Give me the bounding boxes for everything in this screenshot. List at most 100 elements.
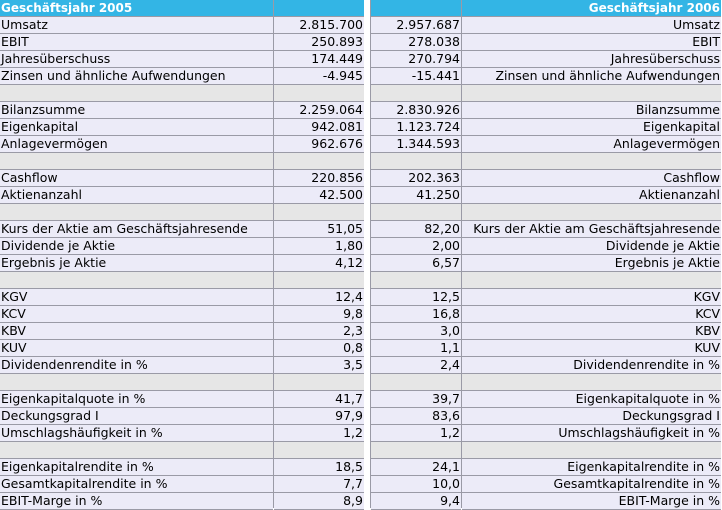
- empty-cell[interactable]: [462, 374, 721, 391]
- row-label-2006[interactable]: Dividendenrendite in %: [462, 357, 721, 374]
- row-label-2005[interactable]: Dividendenrendite in %: [0, 357, 273, 374]
- row-label-2006[interactable]: Kurs der Aktie am Geschäftsjahresende: [462, 221, 721, 238]
- row-label-2005[interactable]: Deckungsgrad I: [0, 408, 273, 425]
- row-label-2006[interactable]: Eigenkapital: [462, 119, 721, 136]
- row-label-2005[interactable]: Jahresüberschuss: [0, 51, 273, 68]
- value-2006[interactable]: 82,20: [371, 221, 461, 238]
- value-2006[interactable]: 83,6: [371, 408, 461, 425]
- value-2006[interactable]: 9,4: [371, 493, 461, 510]
- value-2005[interactable]: 962.676: [274, 136, 364, 153]
- row-label-2005[interactable]: Ergebnis je Aktie: [0, 255, 273, 272]
- value-2006[interactable]: 1,1: [371, 340, 461, 357]
- row-label-2006[interactable]: KBV: [462, 323, 721, 340]
- row-label-2006[interactable]: Zinsen und ähnliche Aufwendungen: [462, 68, 721, 85]
- empty-cell[interactable]: [371, 374, 461, 391]
- value-2005[interactable]: 12,4: [274, 289, 364, 306]
- value-2005[interactable]: 1,2: [274, 425, 364, 442]
- row-label-2005[interactable]: Anlagevermögen: [0, 136, 273, 153]
- empty-cell[interactable]: [274, 374, 364, 391]
- value-2006[interactable]: 10,0: [371, 476, 461, 493]
- row-label-2006[interactable]: KGV: [462, 289, 721, 306]
- value-2006[interactable]: 202.363: [371, 170, 461, 187]
- value-2006[interactable]: 270.794: [371, 51, 461, 68]
- value-2005[interactable]: 1,80: [274, 238, 364, 255]
- empty-cell[interactable]: [274, 85, 364, 102]
- value-2006[interactable]: 2,00: [371, 238, 461, 255]
- row-label-2005[interactable]: EBIT-Marge in %: [0, 493, 273, 510]
- header-title-2006[interactable]: Geschäftsjahr 2006: [462, 0, 721, 17]
- value-2005[interactable]: 250.893: [274, 34, 364, 51]
- row-label-2005[interactable]: KGV: [0, 289, 273, 306]
- row-label-2005[interactable]: Eigenkapital: [0, 119, 273, 136]
- empty-cell[interactable]: [274, 442, 364, 459]
- row-label-2006[interactable]: Eigenkapitalquote in %: [462, 391, 721, 408]
- value-2006[interactable]: -15.441: [371, 68, 461, 85]
- value-2005[interactable]: 41,7: [274, 391, 364, 408]
- empty-cell[interactable]: [274, 153, 364, 170]
- empty-cell[interactable]: [371, 153, 461, 170]
- row-label-2005[interactable]: Kurs der Aktie am Geschäftsjahresende: [0, 221, 273, 238]
- row-label-2006[interactable]: Anlagevermögen: [462, 136, 721, 153]
- row-label-2005[interactable]: EBIT: [0, 34, 273, 51]
- row-label-2006[interactable]: Dividende je Aktie: [462, 238, 721, 255]
- value-2005[interactable]: 9,8: [274, 306, 364, 323]
- row-label-2005[interactable]: Bilanzsumme: [0, 102, 273, 119]
- empty-cell[interactable]: [0, 85, 273, 102]
- header-cell-blank[interactable]: [371, 0, 461, 17]
- row-label-2005[interactable]: Eigenkapitalrendite in %: [0, 459, 273, 476]
- row-label-2006[interactable]: Aktienanzahl: [462, 187, 721, 204]
- empty-cell[interactable]: [274, 204, 364, 221]
- value-2006[interactable]: 2.830.926: [371, 102, 461, 119]
- value-2005[interactable]: -4.945: [274, 68, 364, 85]
- row-label-2006[interactable]: Deckungsgrad I: [462, 408, 721, 425]
- empty-cell[interactable]: [0, 442, 273, 459]
- value-2006[interactable]: 6,57: [371, 255, 461, 272]
- value-2006[interactable]: 24,1: [371, 459, 461, 476]
- value-2005[interactable]: 2,3: [274, 323, 364, 340]
- empty-cell[interactable]: [0, 272, 273, 289]
- value-2006[interactable]: 12,5: [371, 289, 461, 306]
- empty-cell[interactable]: [462, 153, 721, 170]
- empty-cell[interactable]: [371, 272, 461, 289]
- row-label-2005[interactable]: Zinsen und ähnliche Aufwendungen: [0, 68, 273, 85]
- value-2006[interactable]: 39,7: [371, 391, 461, 408]
- row-label-2006[interactable]: Bilanzsumme: [462, 102, 721, 119]
- row-label-2006[interactable]: Gesamtkapitalrendite in %: [462, 476, 721, 493]
- row-label-2005[interactable]: Umschlagshäufigkeit in %: [0, 425, 273, 442]
- row-label-2005[interactable]: Dividende je Aktie: [0, 238, 273, 255]
- value-2005[interactable]: 97,9: [274, 408, 364, 425]
- value-2005[interactable]: 7,7: [274, 476, 364, 493]
- value-2006[interactable]: 278.038: [371, 34, 461, 51]
- empty-cell[interactable]: [371, 85, 461, 102]
- row-label-2005[interactable]: KUV: [0, 340, 273, 357]
- value-2005[interactable]: 8,9: [274, 493, 364, 510]
- row-label-2006[interactable]: EBIT: [462, 34, 721, 51]
- empty-cell[interactable]: [462, 85, 721, 102]
- row-label-2005[interactable]: KBV: [0, 323, 273, 340]
- row-label-2005[interactable]: Eigenkapitalquote in %: [0, 391, 273, 408]
- row-label-2006[interactable]: Jahresüberschuss: [462, 51, 721, 68]
- row-label-2006[interactable]: Eigenkapitalrendite in %: [462, 459, 721, 476]
- empty-cell[interactable]: [462, 442, 721, 459]
- empty-cell[interactable]: [0, 374, 273, 391]
- row-label-2006[interactable]: EBIT-Marge in %: [462, 493, 721, 510]
- value-2005[interactable]: 18,5: [274, 459, 364, 476]
- empty-cell[interactable]: [0, 204, 273, 221]
- value-2006[interactable]: 1.344.593: [371, 136, 461, 153]
- row-label-2005[interactable]: Aktienanzahl: [0, 187, 273, 204]
- value-2006[interactable]: 2,4: [371, 357, 461, 374]
- row-label-2006[interactable]: Ergebnis je Aktie: [462, 255, 721, 272]
- empty-cell[interactable]: [462, 204, 721, 221]
- value-2005[interactable]: 51,05: [274, 221, 364, 238]
- row-label-2006[interactable]: Umsatz: [462, 17, 721, 34]
- value-2006[interactable]: 2.957.687: [371, 17, 461, 34]
- value-2005[interactable]: 3,5: [274, 357, 364, 374]
- empty-cell[interactable]: [0, 153, 273, 170]
- value-2005[interactable]: 220.856: [274, 170, 364, 187]
- empty-cell[interactable]: [371, 204, 461, 221]
- value-2006[interactable]: 1,2: [371, 425, 461, 442]
- empty-cell[interactable]: [462, 272, 721, 289]
- row-label-2006[interactable]: Cashflow: [462, 170, 721, 187]
- empty-cell[interactable]: [274, 272, 364, 289]
- row-label-2005[interactable]: Umsatz: [0, 17, 273, 34]
